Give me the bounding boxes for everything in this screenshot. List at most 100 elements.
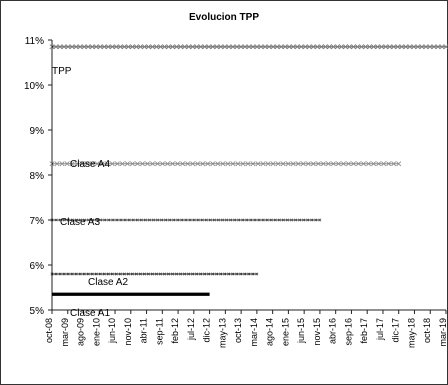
series-point-tpp (57, 44, 63, 50)
x-tick-label: jul-12 (186, 318, 196, 341)
series-point-clase-a3 (216, 218, 220, 222)
series-point-clase-a3 (225, 218, 229, 222)
series-point-clase-a4 (265, 161, 271, 167)
series-point-clase-a3 (180, 218, 184, 222)
series-point-tpp (278, 44, 284, 50)
series-point-clase-a2 (102, 272, 106, 276)
series-point-tpp (351, 44, 357, 50)
series-point-tpp (174, 44, 180, 50)
series-point-clase-a2 (54, 272, 58, 276)
series-point-tpp (439, 44, 445, 50)
x-tick-label: sep-11 (154, 318, 164, 345)
series-point-clase-a2 (231, 272, 235, 276)
series-point-clase-a3 (204, 218, 208, 222)
series-point-tpp (214, 44, 220, 50)
series-point-clase-a4 (295, 161, 301, 167)
x-tick-label: may-13 (217, 318, 227, 348)
x-tick-label: dic-12 (202, 318, 212, 343)
series-point-clase-a3 (245, 218, 249, 222)
series-point-clase-a3 (123, 218, 127, 222)
series-point-clase-a3 (99, 218, 103, 222)
series-point-clase-a2 (90, 272, 94, 276)
series-point-clase-a4 (396, 161, 402, 167)
series-point-clase-a3 (115, 218, 119, 222)
series-point-clase-a4 (280, 161, 286, 167)
series-point-clase-a2 (207, 272, 211, 276)
series-point-clase-a4 (330, 161, 336, 167)
series-point-tpp (254, 44, 260, 50)
series-point-tpp (117, 44, 123, 50)
series-point-clase-a3 (253, 218, 257, 222)
series-point-clase-a2 (98, 272, 102, 276)
series-point-clase-a3 (192, 218, 196, 222)
series-point-clase-a2 (223, 272, 227, 276)
x-tick-label: nov-15 (312, 318, 322, 346)
series-point-clase-a4 (59, 161, 65, 167)
series-point-clase-a3 (208, 218, 212, 222)
series-point-tpp (423, 44, 429, 50)
series-point-clase-a4 (144, 161, 150, 167)
series-point-tpp (375, 44, 381, 50)
series-point-clase-a4 (99, 161, 105, 167)
series-point-clase-a2 (187, 272, 191, 276)
series-point-clase-a2 (134, 272, 138, 276)
x-tick-label: may-18 (406, 318, 416, 348)
series-point-clase-a2 (70, 272, 74, 276)
series-point-clase-a4 (361, 161, 367, 167)
series-point-tpp (121, 44, 127, 50)
series-point-clase-a3 (54, 218, 58, 222)
series-point-clase-a4 (275, 161, 281, 167)
y-tick-label: 5% (30, 306, 45, 317)
x-tick-label: jun-15 (296, 318, 306, 344)
series-point-clase-a3 (212, 218, 216, 222)
series-point-clase-a4 (124, 161, 130, 167)
series-point-clase-a3 (91, 218, 95, 222)
x-tick-label: oct-08 (44, 318, 54, 343)
series-point-clase-a2 (66, 272, 70, 276)
series-point-clase-a2 (175, 272, 178, 276)
series-point-clase-a4 (170, 161, 176, 167)
series-point-clase-a4 (190, 161, 196, 167)
series-point-clase-a4 (84, 161, 90, 167)
series-point-tpp (125, 44, 131, 50)
series-point-tpp (431, 44, 437, 50)
y-tick-label: 9% (30, 126, 45, 137)
series-point-clase-a4 (320, 161, 326, 167)
series-point-clase-a3 (70, 218, 74, 222)
series-point-clase-a2 (155, 272, 158, 276)
series-point-clase-a4 (230, 161, 236, 167)
series-point-tpp (190, 44, 196, 50)
series-point-tpp (371, 44, 377, 50)
series-point-tpp (399, 44, 405, 50)
series-point-tpp (266, 44, 272, 50)
x-tick-label: mar-09 (60, 318, 70, 347)
series-point-clase-a3 (265, 218, 269, 222)
series-point-clase-a2 (62, 272, 66, 276)
series-point-clase-a3 (249, 218, 253, 222)
series-point-tpp (290, 44, 296, 50)
x-tick-label: ago-09 (76, 318, 86, 346)
series-point-clase-a3 (290, 218, 293, 222)
series-point-clase-a2 (215, 272, 219, 276)
series-point-tpp (286, 44, 292, 50)
series-point-tpp (379, 44, 385, 50)
series-point-clase-a3 (152, 218, 155, 222)
series-point-clase-a3 (229, 218, 233, 222)
series-point-clase-a4 (351, 161, 356, 167)
series-point-clase-a2 (239, 272, 243, 276)
series-point-clase-a4 (185, 161, 191, 167)
series-point-clase-a2 (199, 272, 203, 276)
series-point-tpp (170, 44, 176, 50)
series-point-tpp (97, 44, 103, 50)
series-point-clase-a3 (74, 218, 78, 222)
series-point-tpp (258, 44, 264, 50)
series-point-tpp (242, 44, 248, 50)
series-point-tpp (262, 44, 268, 50)
series-point-tpp (61, 44, 67, 50)
series-point-tpp (274, 44, 280, 50)
series-point-tpp (230, 44, 236, 50)
series-point-tpp (411, 44, 417, 50)
series-point-clase-a4 (235, 161, 241, 167)
series-label-clase-a3: Clase A3 (60, 217, 100, 228)
series-point-clase-a3 (172, 218, 176, 222)
